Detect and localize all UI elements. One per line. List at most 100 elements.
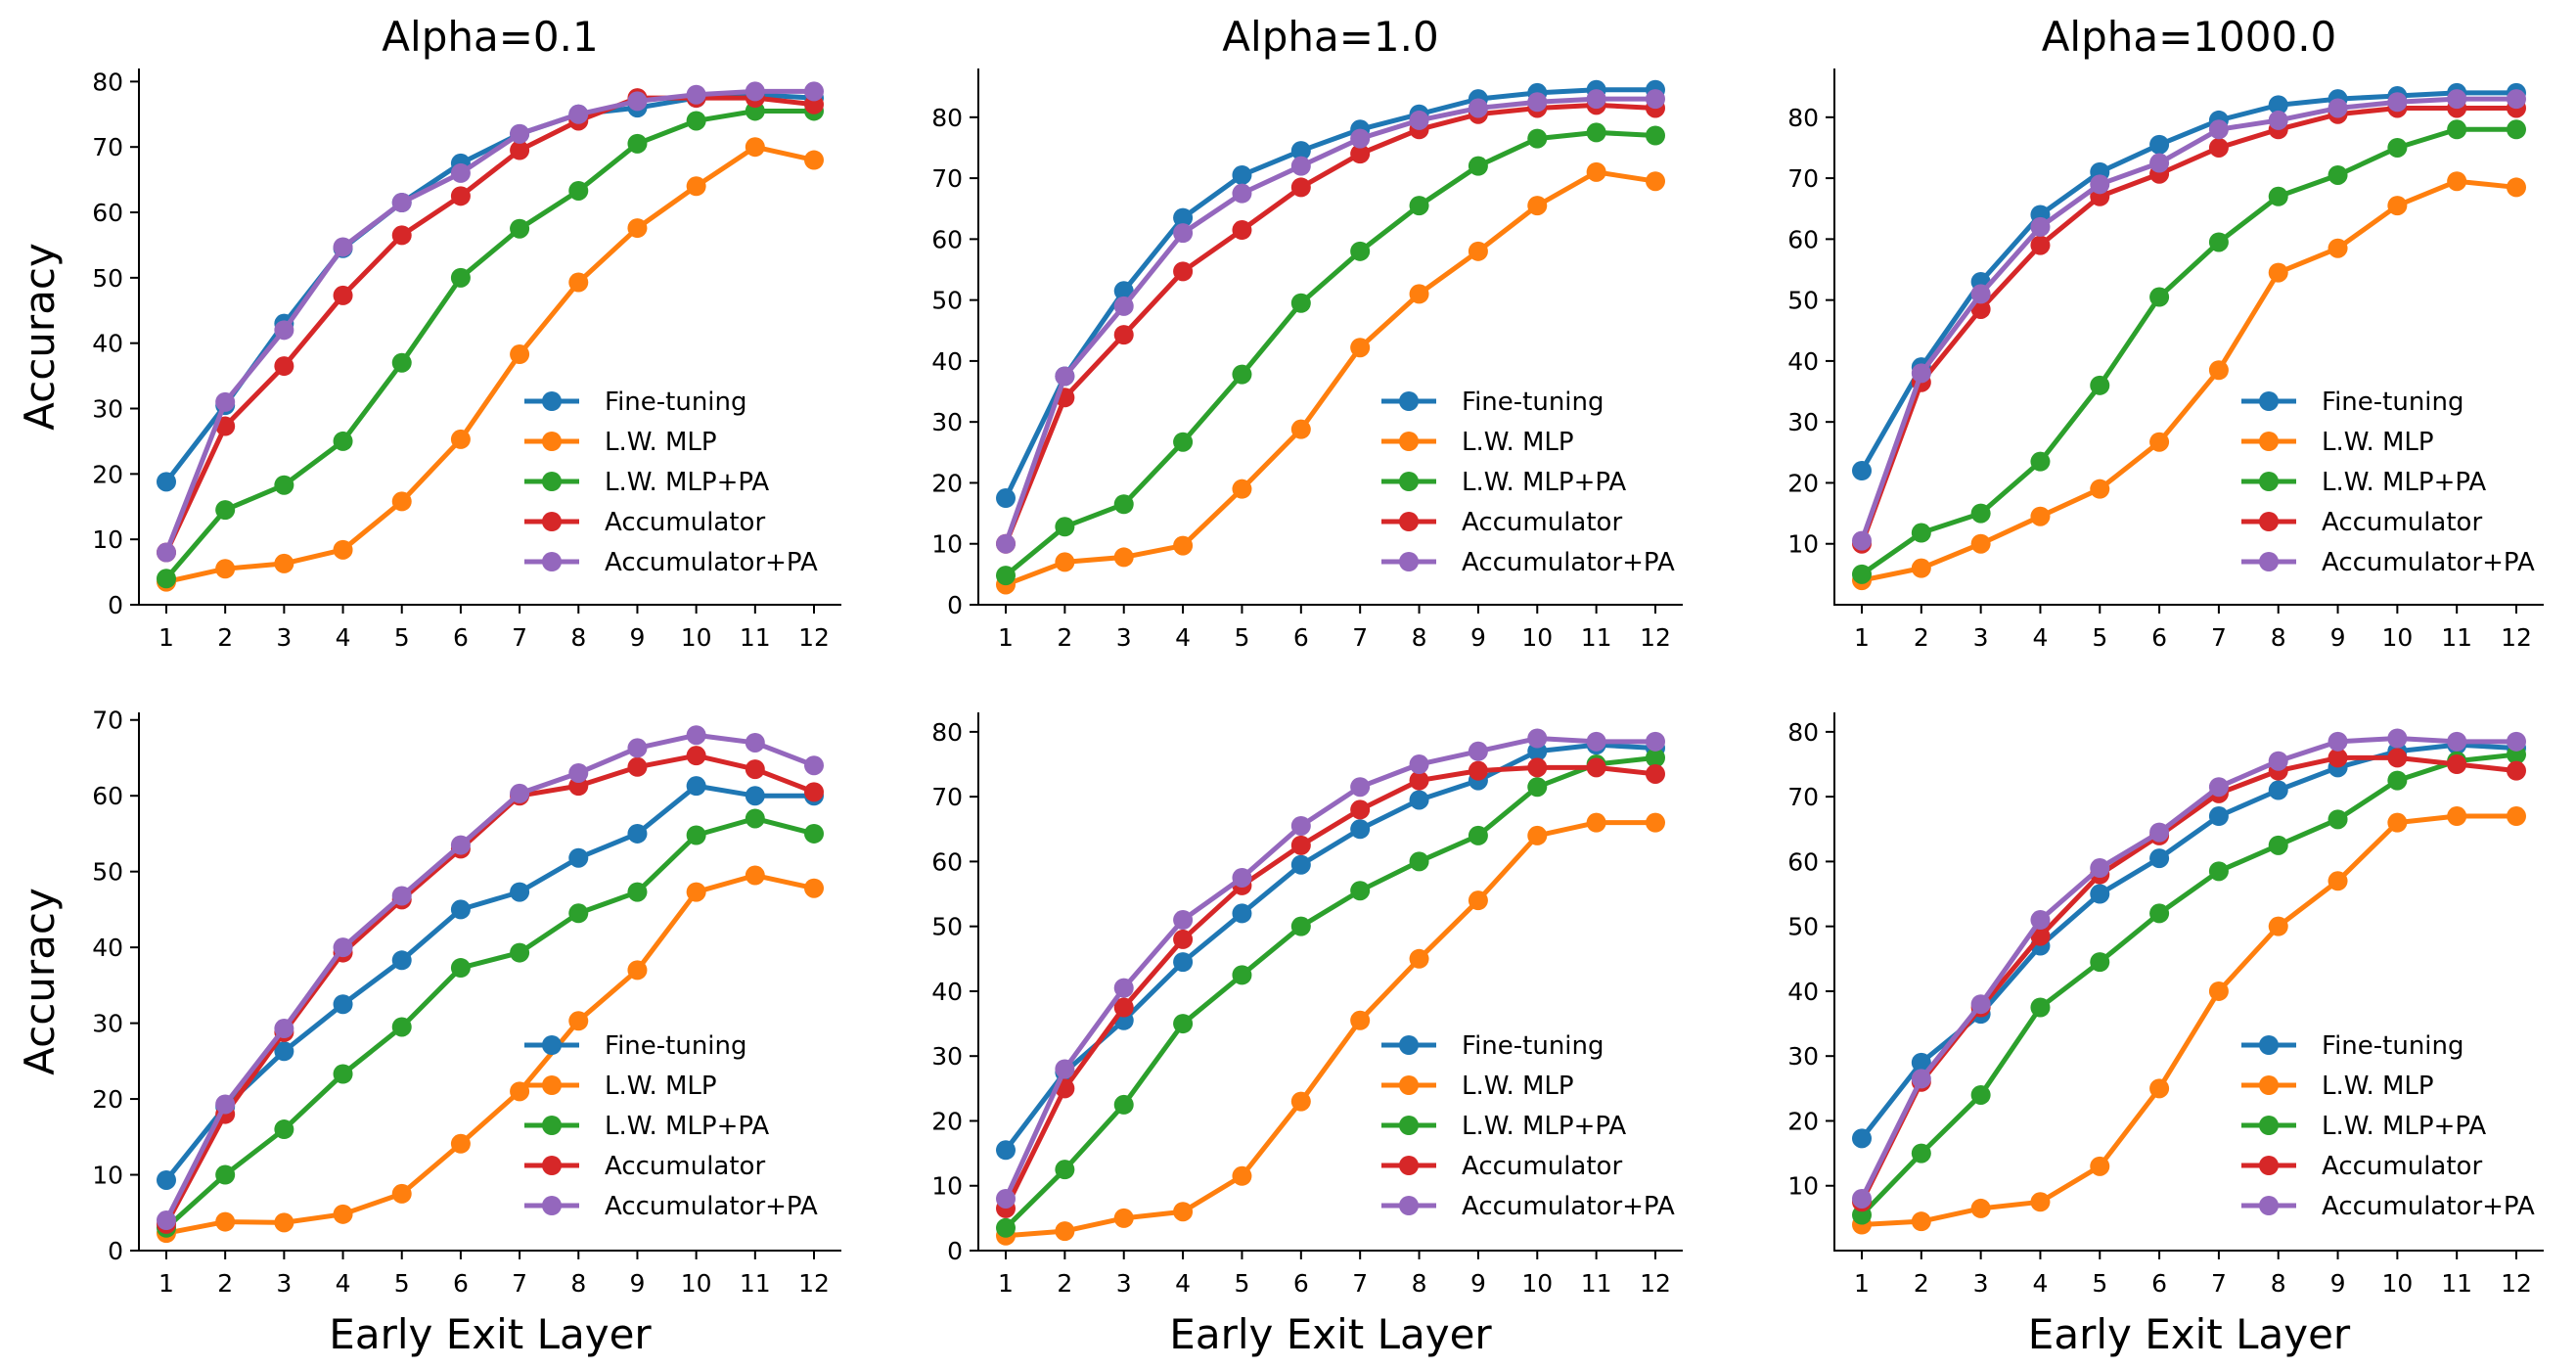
data-point <box>804 150 824 170</box>
data-point <box>1113 494 1134 515</box>
data-point <box>745 808 765 829</box>
x-tick-label: 7 <box>512 1269 527 1298</box>
data-point <box>1911 1211 1931 1232</box>
legend-marker <box>1399 472 1419 491</box>
x-axis-label: Early Exit Layer <box>2028 1310 2351 1358</box>
data-point <box>333 285 353 305</box>
data-point <box>2030 216 2051 237</box>
data-point <box>215 500 236 521</box>
x-tick-label: 6 <box>453 1269 469 1298</box>
data-point <box>996 488 1016 509</box>
data-point <box>274 1041 294 1062</box>
series-line <box>1005 820 1655 1239</box>
series-line <box>1003 96 1655 545</box>
data-point <box>157 472 176 492</box>
x-tick-label: 3 <box>1973 1269 1989 1298</box>
series-accumulator-pa <box>996 728 1665 1209</box>
x-tick-label: 5 <box>1235 1269 1250 1298</box>
data-point <box>1646 731 1665 752</box>
data-point <box>2149 153 2170 173</box>
data-point <box>2327 731 2348 752</box>
data-point <box>2327 871 2348 891</box>
data-point <box>1911 1052 1931 1072</box>
data-point <box>2268 110 2288 130</box>
data-point <box>333 937 353 958</box>
data-point <box>1232 965 1252 985</box>
legend-marker <box>542 1196 562 1215</box>
legend-entry: L.W. MLP <box>605 1072 717 1101</box>
legend-marker <box>2259 1196 2279 1215</box>
data-point <box>745 865 765 886</box>
data-point <box>1586 757 1606 778</box>
data-point <box>2149 822 2170 843</box>
x-tick-label: 6 <box>1293 1269 1309 1298</box>
data-point <box>686 111 706 131</box>
series-line <box>1859 96 2516 542</box>
legend-entry: Fine-tuning <box>1462 1031 1604 1061</box>
data-point <box>2268 95 2288 115</box>
x-tick-label: 4 <box>336 1269 351 1298</box>
data-point <box>450 186 471 206</box>
data-point <box>1468 741 1488 761</box>
series-line <box>165 873 815 1236</box>
legend-marker <box>1399 1116 1419 1135</box>
y-tick-label: 80 <box>1787 718 1819 747</box>
data-point <box>1970 1084 1991 1105</box>
series-line <box>1861 813 2516 1227</box>
data-point <box>2447 119 2467 140</box>
y-tick-label: 70 <box>931 783 963 811</box>
y-tick-label: 60 <box>1787 847 1819 876</box>
x-tick-label: 8 <box>2271 623 2286 652</box>
data-point <box>1055 366 1075 387</box>
data-point <box>2149 903 2170 924</box>
legend-entry: Accumulator <box>605 1152 765 1181</box>
y-tick-label: 60 <box>1787 225 1819 253</box>
data-point <box>2447 89 2467 110</box>
legend-entry: Accumulator+PA <box>2322 548 2535 577</box>
legend: Fine-tuning L.W. MLP L.W. MLP+PA Accumulato… <box>1381 388 1675 577</box>
legend-entry: Accumulator <box>605 508 765 537</box>
data-point <box>1646 171 1665 192</box>
legend-entry: Fine-tuning <box>2322 1031 2464 1061</box>
data-point <box>1113 296 1134 316</box>
data-point <box>1527 757 1548 778</box>
y-tick-label: 30 <box>92 1010 123 1038</box>
x-tick-label: 5 <box>394 1269 410 1298</box>
legend-marker <box>1399 432 1419 451</box>
legend-marker <box>1399 1035 1419 1055</box>
data-point <box>333 431 353 451</box>
x-tick-label: 2 <box>217 623 233 652</box>
data-point <box>1409 948 1429 969</box>
y-tick-label: 70 <box>1787 783 1819 811</box>
x-tick-label: 9 <box>1470 623 1486 652</box>
y-tick-label: 10 <box>1787 1172 1819 1201</box>
data-point <box>157 542 176 563</box>
data-point <box>2387 92 2408 113</box>
data-point <box>1970 994 1991 1015</box>
series-fine-tuning <box>157 776 824 1190</box>
data-point <box>391 352 412 373</box>
y-tick-label: 60 <box>931 225 963 253</box>
data-point <box>1646 748 1665 768</box>
x-tick-label: 7 <box>2211 623 2227 652</box>
legend-marker <box>1399 552 1419 571</box>
data-point <box>510 123 530 144</box>
data-point <box>274 1119 294 1140</box>
data-point <box>391 950 412 971</box>
data-point <box>510 942 530 963</box>
x-tick-label: 11 <box>1581 1269 1612 1298</box>
y-tick-label: 0 <box>108 591 123 619</box>
y-tick-label: 40 <box>1787 978 1819 1006</box>
data-point <box>1409 770 1429 791</box>
x-tick-label: 7 <box>2211 1269 2227 1298</box>
y-tick-label: 40 <box>92 934 123 962</box>
data-point <box>1527 128 1548 149</box>
y-tick-label: 0 <box>947 1237 963 1265</box>
legend-entry: Accumulator+PA <box>605 548 818 577</box>
chart-title: Alpha=0.1 <box>382 13 598 61</box>
x-tick-label: 10 <box>681 623 712 652</box>
y-tick-label: 70 <box>931 164 963 193</box>
data-point <box>215 391 236 412</box>
